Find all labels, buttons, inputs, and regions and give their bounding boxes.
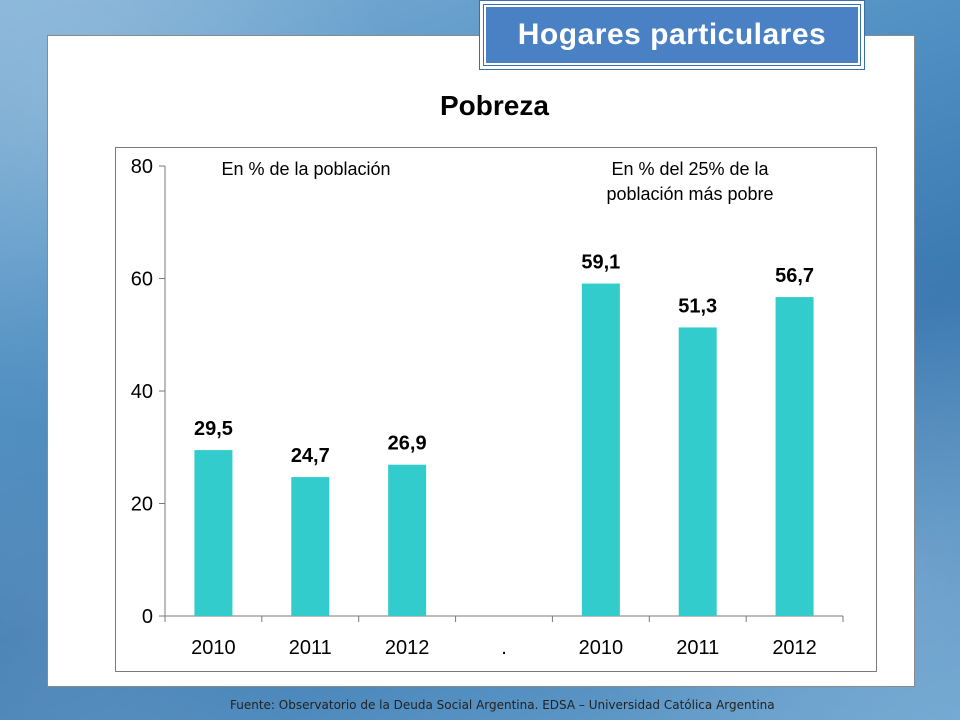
x-tick-label: 2012: [772, 637, 817, 659]
y-tick-label: 20: [131, 494, 153, 516]
x-tick-label: 2010: [579, 637, 624, 659]
data-label: 56,7: [775, 265, 814, 287]
annotation-poorest: En % del 25% de la: [611, 159, 769, 179]
x-tick-label: 2011: [289, 637, 332, 659]
data-label: 59,1: [581, 252, 620, 274]
header-title: Hogares particulares: [483, 4, 861, 66]
source-note: Fuente: Observatorio de la Deuda Social …: [230, 698, 775, 712]
y-tick-label: 40: [131, 381, 153, 403]
annotation-poorest-line2: población más pobre: [606, 184, 773, 204]
x-tick-label: 2011: [676, 637, 719, 659]
y-tick-label: 60: [131, 269, 153, 291]
header-badge: Hogares particulares: [479, 0, 865, 70]
x-tick-label: 2012: [385, 637, 430, 659]
bar: [194, 450, 233, 616]
data-label: 26,9: [388, 433, 427, 455]
chart-title: Pobreza: [440, 90, 549, 121]
x-tick-label: 2010: [191, 637, 236, 659]
y-tick-label: 0: [142, 606, 153, 628]
annotation-population: En % de la población: [221, 159, 390, 179]
x-tick-label: .: [501, 637, 507, 659]
plot-frame: [115, 147, 877, 672]
data-label: 51,3: [678, 295, 717, 317]
y-tick-label: 80: [131, 156, 153, 178]
bar: [291, 477, 330, 616]
bar: [678, 327, 717, 616]
bar: [388, 464, 427, 616]
data-label: 29,5: [194, 418, 233, 440]
bar: [581, 283, 620, 616]
bar: [775, 297, 814, 616]
data-label: 24,7: [291, 445, 330, 467]
